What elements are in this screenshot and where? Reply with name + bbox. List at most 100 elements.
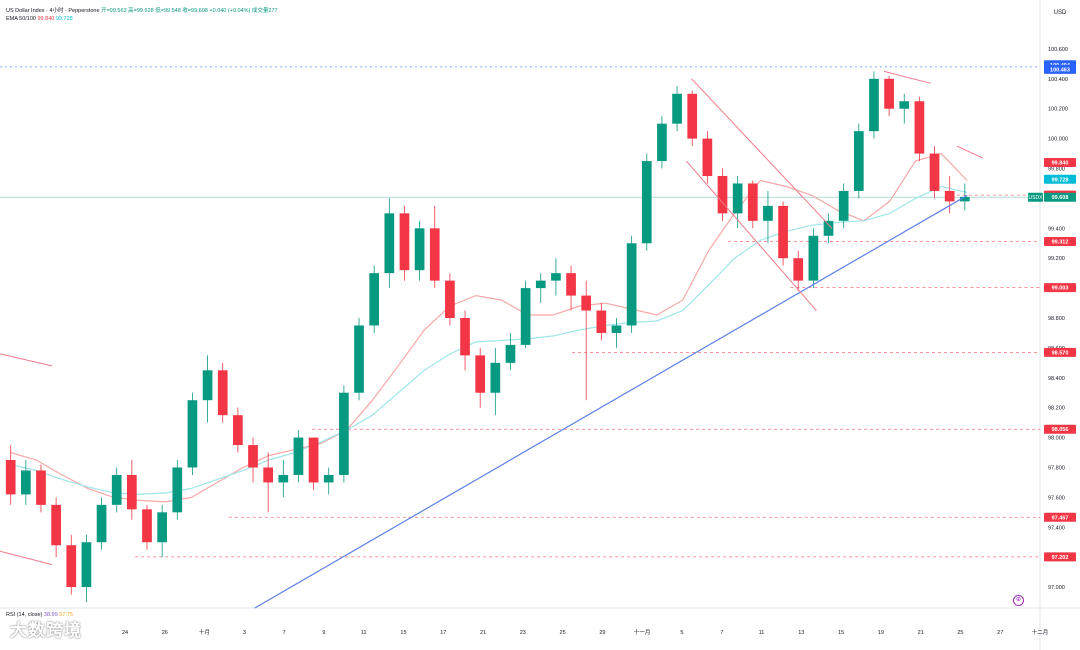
candle <box>172 460 183 520</box>
resistance-line <box>883 70 931 84</box>
candle <box>369 265 380 333</box>
candle-body <box>838 190 849 221</box>
candle <box>899 93 910 124</box>
candle <box>308 437 319 490</box>
price-tag-bg <box>1044 552 1076 562</box>
y-tick-label: 99.200 <box>1048 256 1065 262</box>
candle-body <box>142 509 152 543</box>
price-tag-bg <box>1044 174 1076 184</box>
x-tick-label: 十一月 <box>634 628 651 636</box>
price-tag: 99.840 <box>1044 158 1076 168</box>
y-tick-label: 100.200 <box>1048 107 1068 113</box>
candle <box>96 497 107 550</box>
x-tick-label: 5 <box>680 630 683 636</box>
candle <box>490 347 501 416</box>
candle-body <box>127 474 137 510</box>
ema-fast-value: 99.840 <box>37 16 55 22</box>
candle <box>20 460 31 505</box>
ema-100-line <box>10 185 968 496</box>
candle <box>233 407 243 453</box>
y-tick-label: 99.400 <box>1048 226 1065 232</box>
candle-body <box>778 205 788 259</box>
x-tick-label: 23 <box>520 630 526 636</box>
y-tick-label: 97.400 <box>1048 525 1065 531</box>
price-tag-bg <box>1044 236 1076 246</box>
candle <box>127 460 137 520</box>
candle-body <box>157 512 167 543</box>
price-tag: 99.312 <box>1044 236 1076 246</box>
candle <box>869 71 879 139</box>
symbol-legend: US Dollar Index · 4小时 · Pepperstone 开=99… <box>6 6 278 14</box>
price-tag-label: 99.003 <box>1052 286 1069 292</box>
candle-body <box>657 123 667 162</box>
watermark: 大数跨境 <box>10 621 82 640</box>
candle <box>778 201 788 266</box>
tradingview-logo-icon[interactable]: ⊕ <box>1013 595 1024 606</box>
rsi-ma-value: 57.75 <box>59 612 73 618</box>
channel-upper-line <box>691 78 833 229</box>
candle <box>747 180 758 229</box>
x-tick-label: 15 <box>400 630 406 636</box>
candle-body <box>202 370 213 401</box>
candle <box>293 430 304 483</box>
candle-body <box>884 78 894 109</box>
candle-body <box>747 183 758 221</box>
candle <box>248 437 258 483</box>
candle-body <box>899 101 910 109</box>
ohlc-low: 低=99.548 <box>155 8 181 14</box>
x-tick-label: 19 <box>878 630 884 636</box>
ascending-trendline <box>254 194 968 609</box>
price-tag-label: 98.570 <box>1052 350 1069 356</box>
candle-body <box>233 415 243 446</box>
rsi-legend[interactable]: RSI (14, close) 38.99 57.75 <box>6 612 73 618</box>
candle <box>853 123 864 199</box>
candle-body <box>869 78 879 132</box>
candle <box>520 280 531 348</box>
candle-body <box>51 504 61 546</box>
candle <box>763 190 773 244</box>
candle <box>672 86 682 132</box>
candle-body <box>445 280 455 318</box>
x-tick-label: 3 <box>243 630 246 636</box>
candle <box>823 213 834 244</box>
candle <box>717 168 728 221</box>
x-tick-label: 十月 <box>199 628 210 636</box>
price-tag-label: 98.056 <box>1052 427 1069 433</box>
symbol-title: US Dollar Index · 4小时 · Pepperstone <box>6 8 100 14</box>
ohlc-high: 高=99.628 <box>128 8 154 14</box>
candle <box>217 362 228 423</box>
candle <box>551 258 561 296</box>
ema-50-line <box>10 152 968 503</box>
price-tag: 100.463 <box>1044 64 1076 74</box>
candle <box>838 183 849 229</box>
candle-body <box>20 470 31 495</box>
price-tag-label: 99.312 <box>1052 239 1069 245</box>
candle-body <box>611 325 622 333</box>
currency-label: USD <box>1054 10 1067 16</box>
candle <box>505 332 516 371</box>
candle-body <box>429 228 440 281</box>
candle <box>429 205 440 289</box>
candle-body <box>172 467 183 513</box>
ema-legend[interactable]: EMA 50/100 99.840 99.728 <box>6 16 73 22</box>
price-tag: 97.202 <box>1044 552 1076 562</box>
candle <box>581 280 592 401</box>
price-tag: 99.003 <box>1044 283 1076 293</box>
candle <box>884 75 894 117</box>
x-tick-label: 26 <box>162 630 168 636</box>
candle-body <box>808 235 819 281</box>
candle <box>263 452 274 513</box>
candle-body <box>369 273 380 326</box>
candle <box>702 131 713 184</box>
price-tag-label: 99.608 <box>1052 195 1069 201</box>
candle-body <box>596 310 607 333</box>
price-tag-bg <box>1044 158 1076 168</box>
candle-body <box>823 220 834 236</box>
candle-body <box>354 325 364 393</box>
candle <box>66 534 77 595</box>
candle-body <box>793 258 804 281</box>
candle <box>323 467 334 495</box>
candle <box>475 347 486 408</box>
